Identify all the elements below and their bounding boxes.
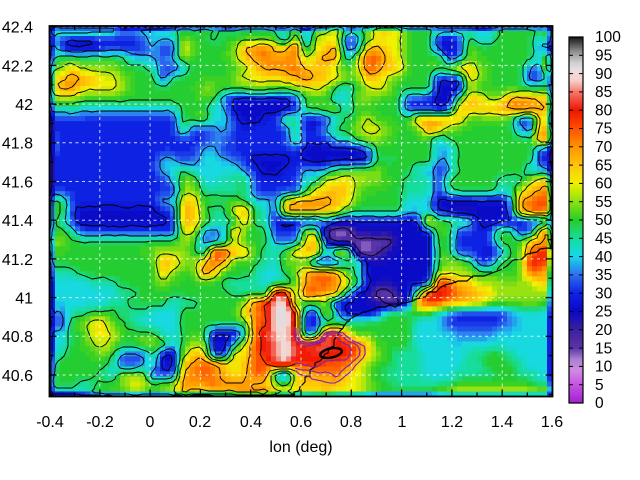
svg-text:45: 45 xyxy=(595,231,612,248)
svg-text:-0.2: -0.2 xyxy=(86,414,114,431)
svg-text:0: 0 xyxy=(595,395,604,412)
svg-text:-0.4: -0.4 xyxy=(36,414,64,431)
svg-text:60: 60 xyxy=(595,176,613,193)
svg-text:50: 50 xyxy=(595,212,613,229)
svg-text:55: 55 xyxy=(595,194,612,211)
svg-text:0.2: 0.2 xyxy=(189,414,211,431)
svg-text:10: 10 xyxy=(595,359,613,376)
svg-text:25: 25 xyxy=(595,304,612,321)
svg-text:40.6: 40.6 xyxy=(2,368,33,385)
svg-text:40.8: 40.8 xyxy=(2,329,33,346)
svg-text:41.8: 41.8 xyxy=(2,136,33,153)
svg-text:35: 35 xyxy=(595,267,612,284)
svg-text:1.4: 1.4 xyxy=(491,414,513,431)
svg-text:41.6: 41.6 xyxy=(2,174,33,191)
svg-text:65: 65 xyxy=(595,157,612,174)
svg-text:0.8: 0.8 xyxy=(340,414,362,431)
svg-text:30: 30 xyxy=(595,285,613,302)
svg-text:100: 100 xyxy=(595,29,621,46)
svg-text:lon (deg): lon (deg) xyxy=(269,439,332,456)
svg-text:1.2: 1.2 xyxy=(441,414,463,431)
svg-text:15: 15 xyxy=(595,340,612,357)
svg-text:5: 5 xyxy=(595,377,604,394)
svg-text:20: 20 xyxy=(595,322,613,339)
svg-text:41: 41 xyxy=(15,291,33,308)
svg-text:42: 42 xyxy=(15,97,33,114)
svg-text:85: 85 xyxy=(595,84,612,101)
svg-text:80: 80 xyxy=(595,102,613,119)
svg-text:42.2: 42.2 xyxy=(2,58,33,75)
svg-text:41.4: 41.4 xyxy=(2,213,33,230)
svg-text:0: 0 xyxy=(146,414,155,431)
svg-text:1: 1 xyxy=(398,414,407,431)
svg-text:1.6: 1.6 xyxy=(541,414,563,431)
svg-text:70: 70 xyxy=(595,139,613,156)
svg-text:95: 95 xyxy=(595,48,612,65)
svg-text:0.4: 0.4 xyxy=(240,414,262,431)
svg-text:90: 90 xyxy=(595,66,613,83)
svg-text:0.6: 0.6 xyxy=(290,414,312,431)
svg-text:75: 75 xyxy=(595,121,612,138)
svg-text:40: 40 xyxy=(595,249,613,266)
svg-text:41.2: 41.2 xyxy=(2,252,33,269)
svg-text:42.4: 42.4 xyxy=(2,20,33,37)
